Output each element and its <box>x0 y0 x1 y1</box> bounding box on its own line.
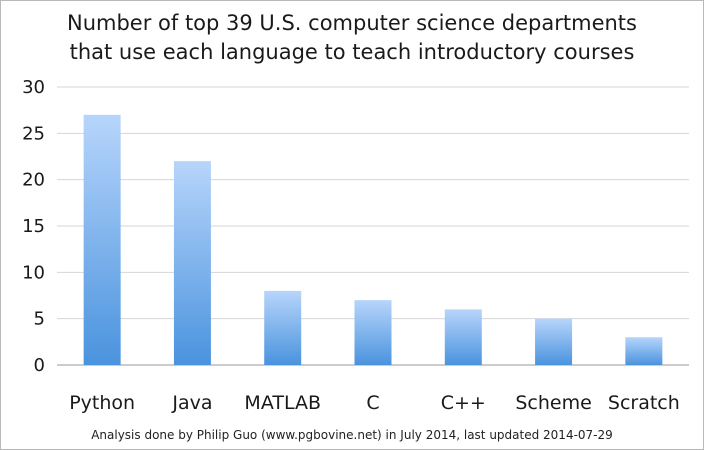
chart-title-line-2: that use each language to teach introduc… <box>69 40 635 64</box>
bar-scratch <box>625 337 663 365</box>
bars <box>83 114 663 365</box>
y-tick-label: 15 <box>22 216 45 237</box>
y-axis-ticks: 0 5 10 15 20 25 30 <box>22 77 45 376</box>
chart-title: Number of top 39 U.S. computer science d… <box>1 9 703 67</box>
bar-java <box>173 161 211 365</box>
x-category-label: Scheme <box>515 392 591 414</box>
bar-matlab <box>264 290 302 365</box>
y-tick-label: 25 <box>22 123 45 144</box>
bar-scheme <box>535 318 573 365</box>
y-tick-label: 5 <box>34 309 45 330</box>
chart-title-line-1: Number of top 39 U.S. computer science d… <box>67 11 637 35</box>
x-category-label: C <box>366 392 379 414</box>
x-axis-labels: Python Java MATLAB C C++ Scheme Scratch <box>69 392 680 414</box>
bar-python <box>83 114 121 365</box>
y-tick-label: 20 <box>22 170 45 191</box>
x-category-label: C++ <box>441 392 486 414</box>
y-tick-label: 10 <box>22 262 45 283</box>
y-tick-label: 30 <box>22 77 45 98</box>
bar-c <box>354 300 392 365</box>
x-category-label: Scratch <box>608 392 680 414</box>
gridlines <box>57 86 689 366</box>
x-category-label: Java <box>171 392 212 414</box>
chart-footer: Analysis done by Philip Guo (www.pgbovin… <box>91 428 613 442</box>
x-category-label: MATLAB <box>244 392 321 414</box>
x-category-label: Python <box>69 392 135 414</box>
y-tick-label: 0 <box>34 355 45 376</box>
bar-cpp <box>444 309 482 365</box>
